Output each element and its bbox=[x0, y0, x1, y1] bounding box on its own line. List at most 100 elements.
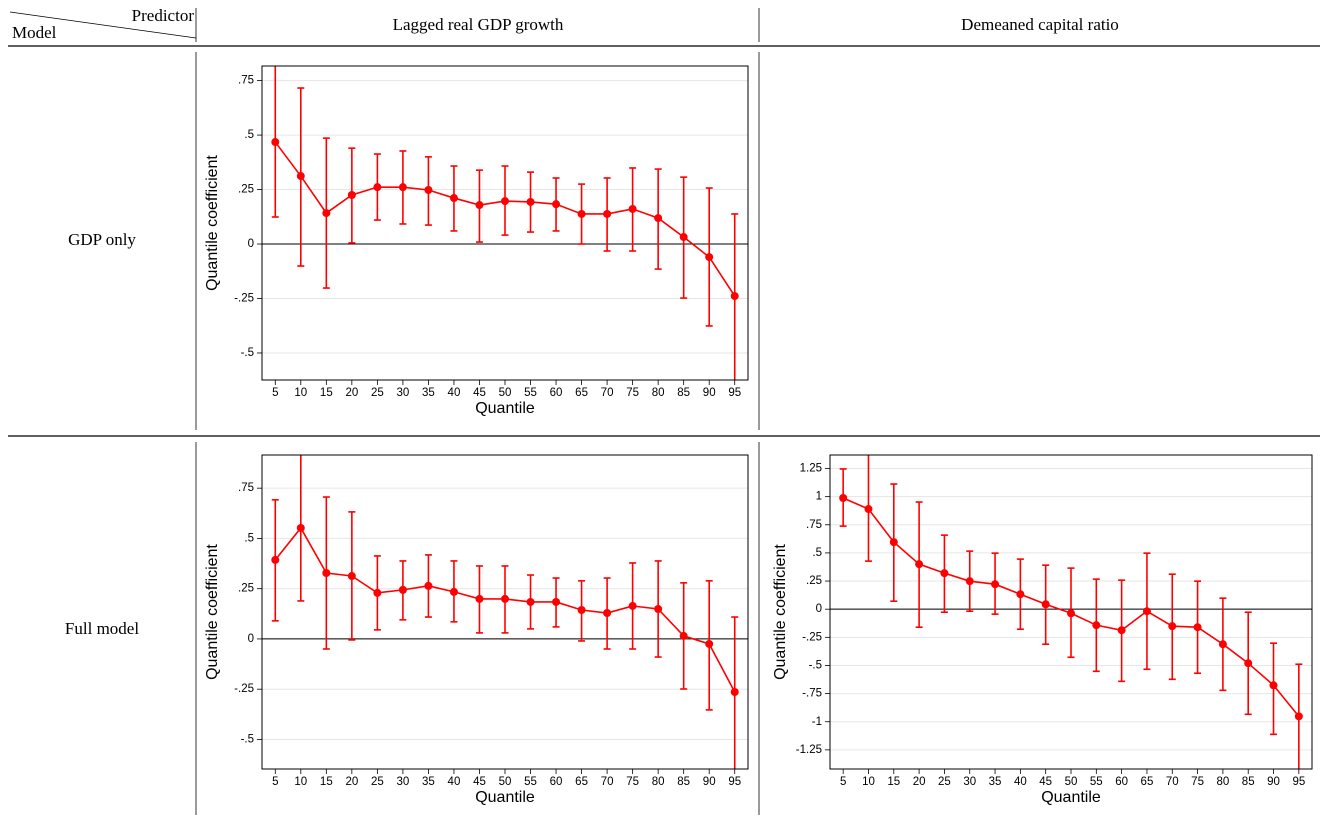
coefficient-point bbox=[628, 601, 637, 610]
corner-diagonal bbox=[9, 11, 197, 39]
x-tick-label: 20 bbox=[345, 387, 358, 399]
coefficient-point bbox=[1193, 623, 1202, 632]
x-tick-label: 45 bbox=[473, 387, 486, 399]
coefficient-point bbox=[373, 588, 382, 597]
coefficient-point bbox=[679, 631, 688, 640]
coefficient-point bbox=[577, 605, 586, 614]
x-tick-label: 95 bbox=[728, 387, 741, 399]
x-tick-label: 95 bbox=[728, 776, 741, 788]
x-tick-label: 80 bbox=[1216, 776, 1229, 788]
x-tick-label: 85 bbox=[677, 776, 690, 788]
coefficient-point bbox=[839, 493, 848, 502]
coefficient-point bbox=[1142, 607, 1151, 616]
coefficient-point bbox=[864, 505, 873, 514]
plot-frame bbox=[261, 65, 749, 381]
y-tick-label: -1 bbox=[812, 716, 822, 728]
table-frame bbox=[8, 8, 1320, 815]
x-tick-label: 55 bbox=[524, 776, 537, 788]
coefficient-point bbox=[1269, 681, 1278, 690]
coefficient-point bbox=[1016, 590, 1025, 599]
x-tick-label: 90 bbox=[703, 776, 716, 788]
coefficient-point bbox=[915, 560, 924, 569]
coefficient-point bbox=[730, 688, 739, 697]
x-tick-label: 60 bbox=[550, 776, 563, 788]
coefficient-point bbox=[1218, 640, 1227, 649]
x-tick-label: 75 bbox=[1191, 776, 1204, 788]
coefficient-point bbox=[449, 194, 458, 203]
y-tick-label: .25 bbox=[238, 184, 254, 196]
x-tick-label: 40 bbox=[448, 387, 461, 399]
coefficient-point bbox=[373, 183, 382, 192]
chart: .75 .5 .25 0 -.25 -.5 5 10 15 20 25 30 35 40 45 50 55 60 6… bbox=[204, 65, 749, 417]
x-tick-label: 25 bbox=[371, 387, 384, 399]
x-axis-title: Quantile bbox=[475, 789, 535, 806]
y-axis-title: Quantile coefficient bbox=[204, 544, 221, 680]
coefficient-point bbox=[347, 572, 356, 581]
y-tick-label: -.5 bbox=[241, 347, 254, 359]
row-label: Full model bbox=[65, 619, 139, 638]
coefficient-point bbox=[398, 183, 407, 192]
x-tick-label: 20 bbox=[345, 776, 358, 788]
x-tick-label: 50 bbox=[499, 387, 512, 399]
x-tick-label: 80 bbox=[652, 387, 665, 399]
x-tick-label: 60 bbox=[1115, 776, 1128, 788]
coefficient-point bbox=[1244, 659, 1253, 668]
x-tick-label: 5 bbox=[840, 776, 846, 788]
x-axis-title: Quantile bbox=[475, 400, 535, 417]
x-tick-label: 65 bbox=[1141, 776, 1154, 788]
coefficient-point bbox=[347, 190, 356, 199]
x-tick-label: 10 bbox=[294, 387, 307, 399]
x-tick-label: 55 bbox=[524, 387, 537, 399]
y-tick-label: -.25 bbox=[234, 683, 254, 695]
x-tick-label: 25 bbox=[371, 776, 384, 788]
chart: .75 .5 .25 0 -.25 -.5 5 10 15 20 25 30 35 40 45 50 55 60 6… bbox=[204, 454, 749, 806]
coefficient-point bbox=[1294, 712, 1303, 721]
x-tick-label: 35 bbox=[989, 776, 1002, 788]
y-tick-label: .75 bbox=[238, 75, 254, 87]
y-tick-label: -.5 bbox=[809, 659, 822, 671]
x-tick-label: 85 bbox=[677, 387, 690, 399]
y-tick-label: .75 bbox=[806, 519, 822, 531]
coefficient-point bbox=[501, 594, 509, 603]
coefficient-point bbox=[271, 138, 280, 147]
coefficient-point bbox=[1041, 600, 1050, 609]
y-tick-label: .25 bbox=[238, 583, 254, 595]
y-axis-title: Quantile coefficient bbox=[204, 155, 221, 291]
plot-marks bbox=[839, 455, 1303, 769]
x-tick-label: 70 bbox=[601, 776, 614, 788]
coefficient-point bbox=[322, 209, 331, 218]
coefficient-point bbox=[526, 597, 535, 606]
x-tick-label: 65 bbox=[575, 776, 588, 788]
x-tick-label: 15 bbox=[320, 387, 333, 399]
coefficient-point bbox=[475, 201, 484, 210]
x-tick-label: 70 bbox=[601, 387, 614, 399]
x-tick-label: 90 bbox=[703, 387, 716, 399]
y-tick-label: -.5 bbox=[241, 733, 254, 745]
coefficient-point bbox=[603, 609, 612, 618]
x-tick-label: 80 bbox=[652, 776, 665, 788]
y-tick-label: -.75 bbox=[802, 688, 822, 700]
x-tick-label: 15 bbox=[887, 776, 900, 788]
y-tick-label: 0 bbox=[248, 633, 254, 645]
row-label: GDP only bbox=[68, 230, 136, 249]
x-tick-label: 50 bbox=[499, 776, 512, 788]
coefficient-point bbox=[1067, 609, 1075, 618]
x-tick-label: 60 bbox=[550, 387, 563, 399]
y-tick-label: -1.25 bbox=[796, 744, 822, 756]
x-tick-label: 35 bbox=[422, 387, 435, 399]
x-tick-label: 75 bbox=[626, 776, 639, 788]
y-tick-label: -.25 bbox=[234, 293, 254, 305]
coefficient-point bbox=[705, 253, 714, 262]
x-tick-label: 50 bbox=[1065, 776, 1078, 788]
coefficient-point bbox=[424, 581, 433, 590]
coefficient-point bbox=[449, 587, 458, 596]
coefficient-point bbox=[577, 209, 586, 218]
x-tick-label: 30 bbox=[397, 776, 410, 788]
coefficient-point bbox=[705, 639, 714, 648]
coefficient-point bbox=[296, 172, 305, 181]
x-tick-label: 15 bbox=[320, 776, 333, 788]
y-tick-label: 0 bbox=[816, 603, 822, 615]
coefficient-point bbox=[940, 569, 949, 578]
coefficient-point bbox=[603, 209, 612, 218]
